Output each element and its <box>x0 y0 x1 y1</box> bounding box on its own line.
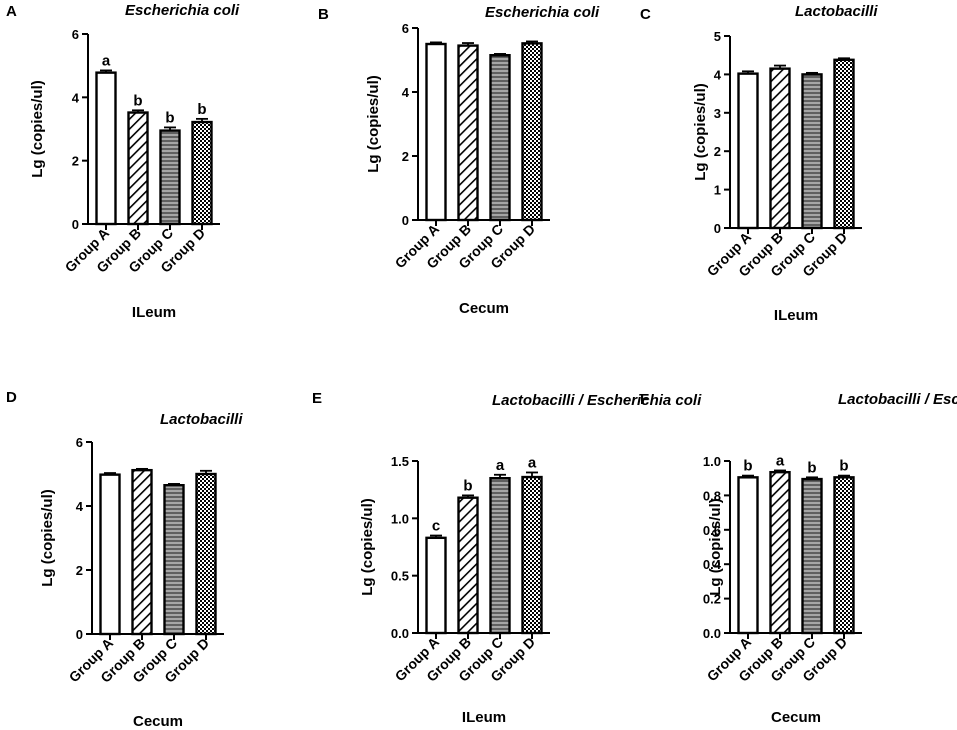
panel-letter: A <box>6 3 17 20</box>
bar-group-d <box>521 42 543 222</box>
panel-letter: C <box>640 6 651 23</box>
panel-letter: F <box>640 391 649 408</box>
y-tick-label: 0 <box>714 221 721 236</box>
significance-label: a <box>496 457 505 474</box>
bar-group-c <box>159 129 181 226</box>
y-tick-label: 0 <box>402 213 409 228</box>
y-tick-label: 0.8 <box>703 488 721 503</box>
significance-label: b <box>743 458 752 475</box>
significance-label: b <box>133 92 142 109</box>
y-tick-label: 0.5 <box>391 569 409 584</box>
bar-group-d <box>833 58 855 230</box>
chart-title: Lactobacilli / Escherichia coli <box>838 391 957 408</box>
significance-label: b <box>165 109 174 126</box>
y-tick-label: 0.0 <box>703 626 721 641</box>
significance-label: b <box>839 458 848 475</box>
chart-panel-f: F Lactobacilli / Escherichia coli 0.0 0.2 0.… <box>640 391 957 726</box>
significance-label: a <box>528 454 537 471</box>
y-tick-label: 5 <box>714 29 721 44</box>
y-tick-label: 1.0 <box>703 454 721 469</box>
x-axis-label: ILeum <box>462 709 506 726</box>
bar-group-a <box>95 71 117 226</box>
significance-label: b <box>197 101 206 118</box>
y-tick-label: 2 <box>76 563 83 578</box>
y-tick-label: 2 <box>714 144 721 159</box>
y-tick-label: 4 <box>402 85 410 100</box>
y-axis-label: Lg (copies/ul) <box>39 489 56 587</box>
chart-title: Lactobacilli / Escherichia coli <box>492 392 702 409</box>
bar-group-c <box>489 54 511 222</box>
y-tick-label: 4 <box>714 67 722 82</box>
bar-group-a <box>737 72 759 230</box>
y-tick-label: 3 <box>714 106 721 121</box>
bar-group-c <box>489 477 511 635</box>
bar-group-d <box>195 472 217 636</box>
x-axis-label: Cecum <box>771 709 821 726</box>
bar-group-c <box>801 477 823 635</box>
y-tick-label: 6 <box>76 435 83 450</box>
chart-panel-e: E Lactobacilli / Escherichia coli 0.0 0.5 1.… <box>312 390 702 726</box>
significance-label: c <box>432 518 440 535</box>
significance-label: b <box>807 459 816 476</box>
y-tick-label: 4 <box>72 90 80 105</box>
bar-group-c <box>163 484 185 636</box>
significance-label: a <box>776 452 785 469</box>
chart-title: Lactobacilli <box>795 3 878 20</box>
y-tick-label: 1.5 <box>391 454 409 469</box>
significance-label: a <box>102 52 111 69</box>
y-tick-label: 2 <box>402 149 409 164</box>
chart-title: Escherichia coli <box>485 4 600 21</box>
x-axis-label: Cecum <box>459 300 509 317</box>
y-axis-label: Lg (copies/ul) <box>29 80 46 178</box>
bar-group-b <box>769 470 791 635</box>
bar-group-a <box>425 536 447 635</box>
y-axis-label: Lg (copies/ul) <box>359 498 376 596</box>
y-tick-label: 0.0 <box>391 626 409 641</box>
y-tick-label: 4 <box>76 499 84 514</box>
bar-group-d <box>521 475 543 635</box>
bar-group-b <box>769 67 791 230</box>
y-tick-label: 6 <box>402 21 409 36</box>
bar-group-c <box>801 73 823 230</box>
y-tick-label: 0.4 <box>703 557 722 572</box>
panel-letter: B <box>318 6 329 23</box>
y-axis-label: Lg (copies/ul) <box>692 83 709 181</box>
bar-group-b <box>457 44 479 222</box>
bar-group-d <box>833 476 855 635</box>
bar-group-d <box>191 120 213 226</box>
bar-group-b <box>127 111 149 226</box>
y-tick-label: 0 <box>76 627 83 642</box>
x-axis-label: Cecum <box>133 713 183 730</box>
chart-title: Escherichia coli <box>125 2 240 19</box>
y-tick-label: 0 <box>72 217 79 232</box>
y-tick-label: 6 <box>72 27 79 42</box>
chart-title: Lactobacilli <box>160 411 243 428</box>
y-tick-label: 1 <box>714 183 721 198</box>
significance-label: b <box>463 477 472 494</box>
bar-group-a <box>737 476 759 635</box>
y-tick-label: 0.2 <box>703 592 721 607</box>
x-axis-label: ILeum <box>132 304 176 321</box>
bar-group-b <box>457 496 479 635</box>
bar-group-b <box>131 468 153 636</box>
y-tick-label: 1.0 <box>391 511 409 526</box>
bar-group-a <box>99 473 121 636</box>
bar-group-a <box>425 42 447 222</box>
panel-letter: E <box>312 390 322 407</box>
y-tick-label: 0.6 <box>703 523 721 538</box>
panel-letter: D <box>6 389 17 406</box>
y-tick-label: 2 <box>72 154 79 169</box>
y-axis-label: Lg (copies/ul) <box>365 75 382 173</box>
y-axis-label: Lg (copies/ul) <box>707 498 724 596</box>
x-axis-label: ILeum <box>774 307 818 324</box>
